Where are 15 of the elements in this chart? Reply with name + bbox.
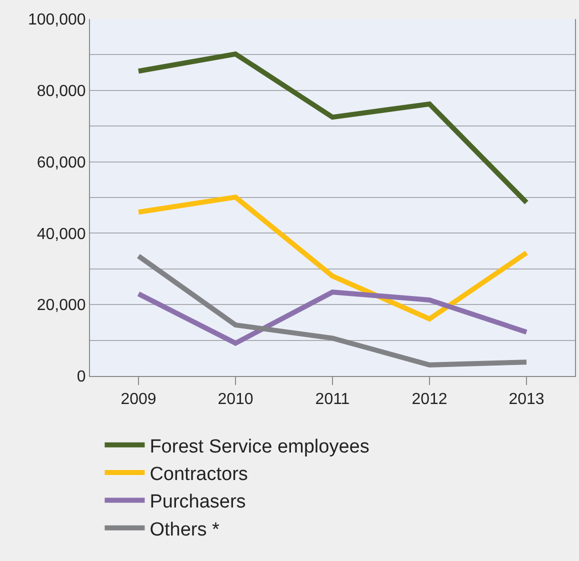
x-tick-label: 2009 bbox=[120, 391, 156, 408]
legend-label: Forest Service employees bbox=[150, 436, 370, 458]
y-tick-label: 40,000 bbox=[36, 226, 86, 243]
y-tick-label: 20,000 bbox=[36, 297, 86, 314]
y-tick-label: 100,000 bbox=[28, 12, 86, 29]
y-tick-label: 60,000 bbox=[36, 154, 86, 172]
x-tick-label: 2010 bbox=[218, 391, 254, 408]
y-tick-label: 0 bbox=[76, 368, 86, 386]
x-tick-label: 2013 bbox=[508, 391, 544, 408]
x-tick-label: 2011 bbox=[315, 391, 350, 408]
legend-label: Others * bbox=[150, 519, 220, 540]
legend-label: Contractors bbox=[150, 464, 248, 485]
y-tick-label: 80,000 bbox=[36, 83, 86, 100]
legend-label: Purchasers bbox=[150, 492, 246, 513]
x-tick-label: 2012 bbox=[412, 391, 448, 408]
